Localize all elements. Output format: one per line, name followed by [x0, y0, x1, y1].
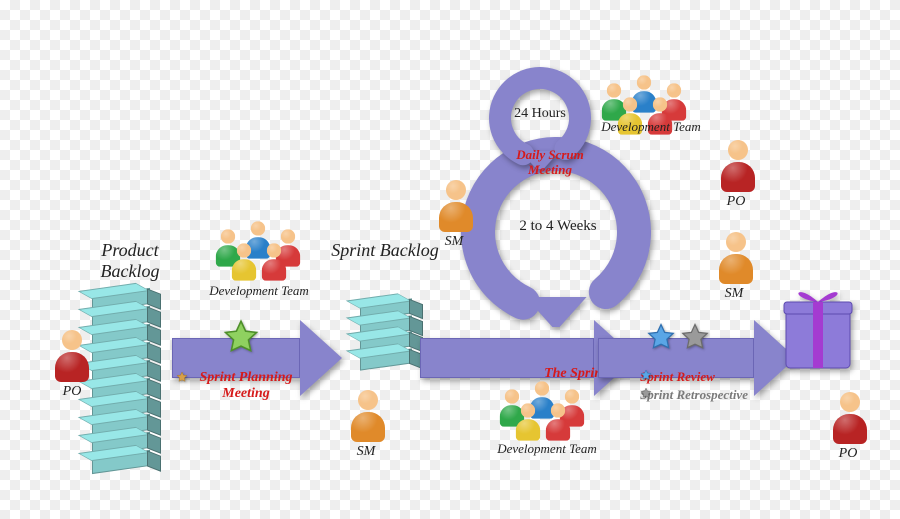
sm-icon: [436, 180, 476, 232]
daily-duration-label: 24 Hours: [510, 106, 570, 122]
sprint-backlog-label: Sprint Backlog: [330, 240, 440, 261]
star-icon: [176, 370, 188, 388]
dev-team-icon: [214, 216, 304, 286]
po-label: PO: [824, 446, 872, 462]
star-icon: [640, 386, 652, 404]
star-icon: [680, 322, 710, 357]
sprint-planning-row: Sprint Planning Meeting: [176, 370, 346, 402]
star-icon: [640, 368, 652, 386]
dev-team-label: Development Team: [596, 120, 706, 135]
po-icon: [52, 330, 92, 382]
sm-icon: [716, 232, 756, 284]
star-icon: [222, 318, 260, 361]
dev-team-label: Development Team: [204, 284, 314, 299]
dev-team-label: Development Team: [492, 442, 602, 457]
sprint-planning-label: Sprint Planning Meeting: [176, 370, 316, 402]
sm-label: SM: [430, 234, 478, 250]
daily-scrum-label: Daily Scrum Meeting: [500, 148, 600, 178]
po-label: PO: [48, 384, 96, 400]
sm-icon: [348, 390, 388, 442]
dev-team-icon: [498, 376, 588, 446]
po-label: PO: [712, 194, 760, 210]
star-icon: [646, 322, 676, 357]
po-icon: [718, 140, 758, 192]
sprint-retro-label: Sprint Retrospective: [640, 387, 748, 402]
sprint-backlog-stack: [360, 302, 412, 368]
po-icon: [830, 392, 870, 444]
sm-label: SM: [710, 286, 758, 302]
sm-label: SM: [342, 444, 390, 460]
sprint-duration-label: 2 to 4 Weeks: [518, 218, 598, 235]
product-backlog-stack: [92, 292, 150, 472]
sprint-retro-row: Sprint Retrospective: [640, 386, 860, 404]
product-backlog-label: Product Backlog: [70, 240, 190, 281]
increment-gift-icon: [782, 284, 854, 379]
